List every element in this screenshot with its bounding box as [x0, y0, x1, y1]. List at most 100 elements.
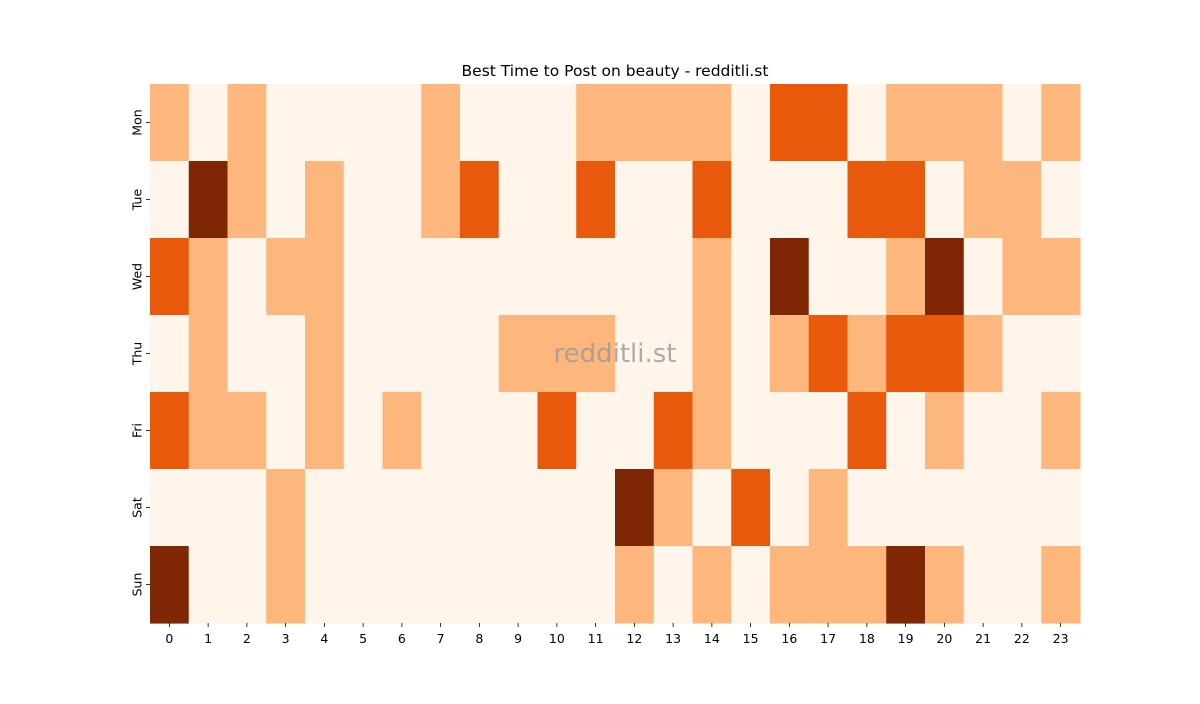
x-tick-label: 1: [204, 631, 212, 646]
heatmap-cell: [731, 315, 771, 393]
heatmap-cell: [305, 315, 345, 393]
heatmap-cell: [305, 469, 345, 547]
heatmap-cell: [537, 84, 577, 162]
heatmap-cell: [266, 392, 306, 470]
heatmap-cell: [963, 161, 1004, 239]
y-tick-label: Sun: [130, 573, 145, 597]
heatmap-cell: [1002, 238, 1042, 316]
heatmap-cell: [1002, 161, 1042, 239]
heatmap-cell: [382, 315, 422, 393]
heatmap-cell: [808, 161, 849, 239]
heatmap-cell: [615, 546, 655, 624]
heatmap-cell: [188, 238, 229, 316]
heatmap-cell: [421, 315, 461, 393]
y-axis-ticks: Mon Tue Wed Thu Fri Sat Sun: [130, 109, 150, 597]
heatmap-cell: [653, 238, 694, 316]
x-tick-label: 13: [665, 631, 681, 646]
x-tick-label: 18: [859, 631, 875, 646]
x-tick-label: 19: [898, 631, 914, 646]
x-tick-label: 0: [165, 631, 173, 646]
heatmap-cell: [576, 315, 616, 393]
x-tick-label: 9: [514, 631, 522, 646]
x-tick-label: 21: [975, 631, 991, 646]
heatmap-cell: [227, 392, 267, 470]
heatmap-cell: [188, 161, 229, 239]
heatmap-cell: [1002, 546, 1042, 624]
heatmap-cell: [963, 469, 1004, 547]
heatmap-cell: [808, 392, 849, 470]
heatmap-cell: [188, 392, 229, 470]
heatmap-cell: [227, 84, 267, 162]
heatmap-cell: [382, 546, 422, 624]
heatmap-cell: [886, 161, 926, 239]
heatmap-cell: [692, 161, 732, 239]
heatmap-cell: [1002, 392, 1042, 470]
heatmap-cell: [653, 392, 694, 470]
heatmap-cell: [692, 469, 732, 547]
heatmap-cell: [150, 546, 190, 624]
heatmap-cell: [847, 315, 887, 393]
x-tick-label: 23: [1053, 631, 1069, 646]
heatmap-cell: [421, 161, 461, 239]
heatmap-cell: [382, 161, 422, 239]
heatmap-cell: [498, 315, 539, 393]
heatmap-cell: [382, 469, 422, 547]
x-tick-label: 6: [398, 631, 406, 646]
heatmap-cell: [382, 84, 422, 162]
y-tick-label: Thu: [130, 342, 145, 366]
heatmap-cell: [227, 161, 267, 239]
y-tick-label: Fri: [130, 423, 145, 438]
heatmap-cell: [498, 392, 539, 470]
heatmap-cell: [576, 392, 616, 470]
heatmap-cell: [1002, 315, 1042, 393]
heatmap-cell: [925, 392, 965, 470]
heatmap-cell: [847, 546, 887, 624]
x-tick-label: 14: [704, 631, 720, 646]
heatmap-cell: [770, 469, 810, 547]
heatmap-cell: [576, 469, 616, 547]
y-tick-label: Mon: [130, 109, 145, 135]
heatmap-cell: [576, 84, 616, 162]
heatmap-cell: [886, 238, 926, 316]
heatmap-cell: [653, 84, 694, 162]
heatmap-cell: [421, 546, 461, 624]
heatmap-cell: [770, 238, 810, 316]
heatmap-cell: [227, 546, 267, 624]
heatmap-cell: [188, 84, 229, 162]
heatmap-cell: [925, 315, 965, 393]
heatmap-cell: [692, 238, 732, 316]
heatmap-cell: [847, 392, 887, 470]
heatmap-cell: [963, 392, 1004, 470]
heatmap-cell: [343, 315, 384, 393]
x-tick-label: 3: [282, 631, 290, 646]
heatmap-cell: [770, 315, 810, 393]
heatmap-cell: [808, 546, 849, 624]
heatmap-cell: [266, 546, 306, 624]
y-tick-label: Tue: [130, 189, 145, 212]
heatmap-cell: [188, 469, 229, 547]
heatmap-cell: [886, 392, 926, 470]
heatmap-cell: [653, 469, 694, 547]
x-tick-label: 2: [243, 631, 251, 646]
x-tick-label: 16: [781, 631, 797, 646]
heatmap-cell: [731, 469, 771, 547]
heatmap-cell: [460, 238, 500, 316]
heatmap-cell: [343, 161, 384, 239]
heatmap-cell: [227, 238, 267, 316]
heatmap-cell: [498, 469, 539, 547]
x-tick-label: 11: [588, 631, 604, 646]
heatmap-cell: [770, 84, 810, 162]
heatmap-cell: [305, 238, 345, 316]
heatmap-cell: [421, 238, 461, 316]
heatmap-cell: [1002, 84, 1042, 162]
heatmap-cell: [731, 392, 771, 470]
heatmap-cell: [227, 469, 267, 547]
x-tick-label: 5: [359, 631, 367, 646]
heatmap-cell: [460, 469, 500, 547]
heatmap-cell: [421, 469, 461, 547]
heatmap-cell: [382, 238, 422, 316]
heatmap-cell: [266, 161, 306, 239]
heatmap-cell: [886, 546, 926, 624]
heatmap-cell: [576, 546, 616, 624]
heatmap-cell: [653, 161, 694, 239]
